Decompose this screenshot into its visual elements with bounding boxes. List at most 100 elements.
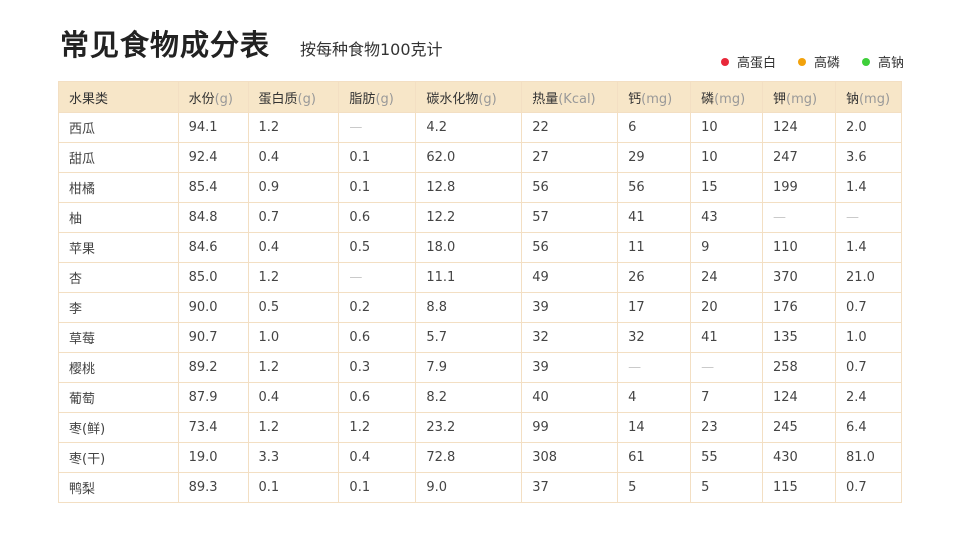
table-cell: 92.4: [177, 142, 249, 173]
table-cell: 62.0: [415, 142, 523, 173]
table-row: 鸭梨 89.3 0.1 0.1 9.0 37 5 5 115 0.7: [58, 472, 903, 503]
table-cell: 7: [690, 382, 763, 413]
column-header: 碳水化物(g): [415, 81, 523, 113]
fruit-name-cell: 葡萄: [58, 382, 179, 413]
legend: 高蛋白 高磷 高钠: [720, 52, 904, 71]
table-cell: 0.5: [247, 292, 340, 323]
column-header-name: 蛋白质: [258, 91, 298, 107]
column-header: 钾(mg): [762, 81, 836, 113]
table-cell: 29: [617, 142, 692, 173]
table-cell: 24: [690, 262, 763, 293]
fruit-name-cell: 西瓜: [58, 112, 179, 143]
table-cell: 72.8: [415, 442, 523, 473]
table-cell: 12.8: [415, 172, 523, 203]
table-cell: 0.1: [338, 142, 417, 173]
column-header: 蛋白质(g): [247, 81, 340, 113]
legend-label: 高蛋白: [736, 56, 776, 71]
table-row: 苹果 84.6 0.4 0.5 18.0 56 11 9 110 1.4: [58, 232, 903, 263]
table-cell: 9.0: [415, 472, 523, 503]
table-cell: 5: [690, 472, 763, 503]
table-cell: 56: [521, 172, 619, 203]
table-cell: 90.7: [177, 322, 249, 353]
table-row: 西瓜 94.1 1.2—4.2 22 6 10 124 2.0: [58, 112, 903, 143]
column-header-name: 脂肪: [349, 91, 376, 107]
table-cell: 7.9: [415, 352, 523, 383]
table-cell: 1.2: [338, 412, 417, 443]
fruit-name-cell: 杏: [58, 262, 179, 293]
table-cell: 84.6: [177, 232, 249, 263]
table-cell: 94.1: [177, 112, 249, 143]
table-cell: 0.4: [247, 382, 340, 413]
table-cell: 56: [521, 232, 619, 263]
table-cell: 115: [762, 472, 836, 503]
table-cell: —: [834, 202, 903, 233]
table-cell: 87.9: [177, 382, 249, 413]
table-cell: 8.2: [415, 382, 523, 413]
table-cell: 1.2: [247, 262, 340, 293]
table-row: 枣(鲜) 73.4 1.2 1.2 23.2 99 14 23 245 6.4: [58, 412, 903, 443]
red-dot-icon: [720, 57, 729, 66]
table-row: 柑橘 85.4 0.9 0.1 12.8 56 56 15 199 1.4: [58, 172, 903, 203]
table-cell: 17: [617, 292, 692, 323]
fruit-name-cell: 枣(鲜): [58, 412, 179, 443]
table-cell: 1.0: [834, 322, 903, 353]
fruit-name-cell: 柚: [58, 202, 179, 233]
table-cell: 1.0: [247, 322, 340, 353]
table-cell: 0.6: [338, 322, 417, 353]
table-cell: 0.5: [338, 232, 417, 263]
column-header-unit: (Kcal): [558, 91, 596, 107]
table-cell: 14: [617, 412, 692, 443]
table-cell: 124: [762, 382, 836, 413]
table-cell: 11: [617, 232, 692, 263]
table-row: 甜瓜 92.4 0.4 0.1 62.0 27 29 10 247 3.6: [58, 142, 903, 173]
table-cell: 124: [762, 112, 836, 143]
table-cell: 245: [762, 412, 836, 443]
table-cell: 40: [521, 382, 619, 413]
fruit-name-cell: 樱桃: [58, 352, 179, 383]
table-cell: 20: [690, 292, 763, 323]
fruit-name-cell: 甜瓜: [58, 142, 179, 173]
table-cell: 84.8: [177, 202, 249, 233]
table-cell: 3.3: [247, 442, 340, 473]
table-cell: 4: [617, 382, 692, 413]
table-cell: 1.4: [834, 172, 903, 203]
table-cell: 0.4: [247, 142, 340, 173]
table-cell: 110: [762, 232, 836, 263]
column-header-unit: (mg): [641, 91, 673, 107]
column-header: 钠(mg): [834, 81, 903, 113]
table-cell: 81.0: [834, 442, 903, 473]
table-cell: 49: [521, 262, 619, 293]
column-header-unit: (mg): [786, 91, 818, 107]
table-cell: —: [617, 352, 692, 383]
column-header-name: 钾: [773, 91, 787, 107]
table-cell: 37: [521, 472, 619, 503]
table-cell: 23: [690, 412, 763, 443]
column-header: 水果类: [58, 81, 179, 113]
table-cell: 247: [762, 142, 836, 173]
table-cell: 41: [617, 202, 692, 233]
table-cell: 0.4: [247, 232, 340, 263]
column-header-name: 水份: [188, 91, 215, 107]
table-cell: 89.3: [177, 472, 249, 503]
table-cell: 18.0: [415, 232, 523, 263]
table-cell: 6.4: [834, 412, 903, 443]
table-cell: 5: [617, 472, 692, 503]
page-title: 常见食物成分表: [60, 28, 271, 62]
table-cell: 73.4: [177, 412, 249, 443]
table-cell: 0.1: [247, 472, 340, 503]
table-header-row: 水果类 水份(g) 蛋白质(g) 脂肪(g) 碳水化物(g) 热量(Kcal) 钙(mg) 磷…: [58, 81, 903, 113]
column-header-name: 碳水化物: [426, 91, 479, 107]
table-cell: 21.0: [834, 262, 903, 293]
table-cell: 8.8: [415, 292, 523, 323]
table-cell: 32: [521, 322, 619, 353]
table-cell: 1.2: [247, 112, 340, 143]
column-header: 钙(mg): [617, 81, 692, 113]
table-cell: 39: [521, 352, 619, 383]
column-header-unit: (g): [297, 91, 316, 107]
table-cell: 99: [521, 412, 619, 443]
column-header-name: 水果类: [69, 91, 109, 107]
nutrition-table: 水果类 水份(g) 蛋白质(g) 脂肪(g) 碳水化物(g) 热量(Kcal) 钙(mg) 磷…: [58, 81, 903, 503]
table-cell: 6: [617, 112, 692, 143]
table-cell: 12.2: [415, 202, 523, 233]
table-cell: 10: [690, 112, 763, 143]
